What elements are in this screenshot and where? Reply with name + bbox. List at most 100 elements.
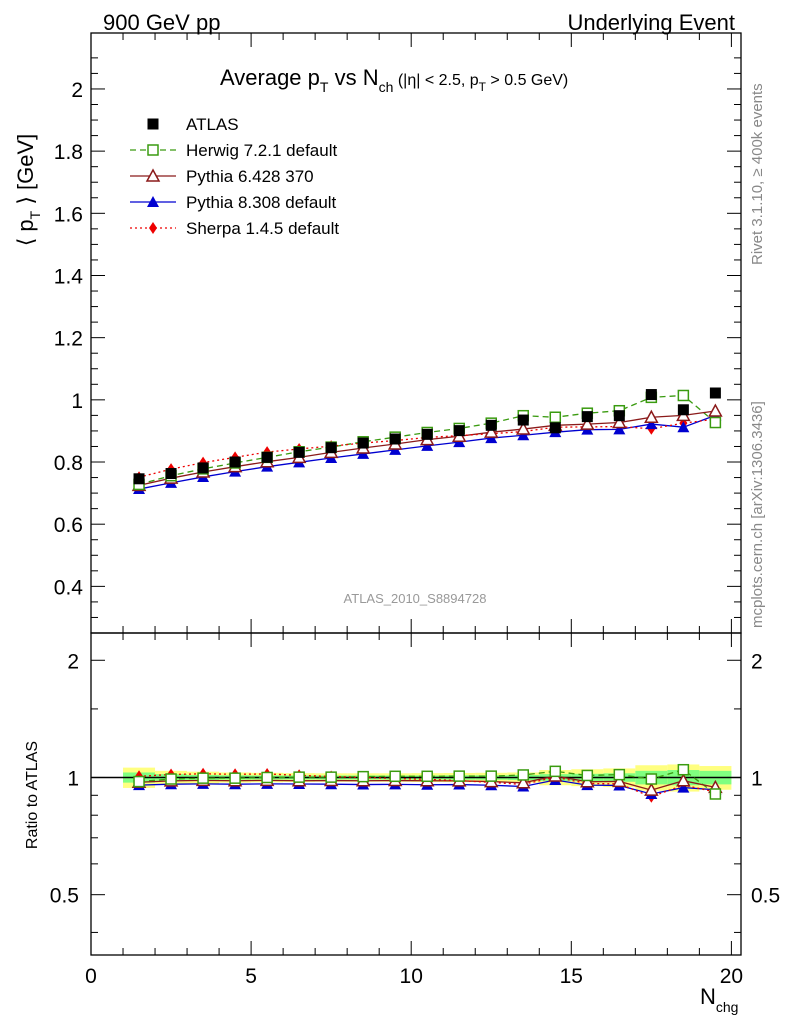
main-series-layer — [131, 387, 723, 495]
main-point-atlas — [613, 410, 625, 422]
ratio-point-herwig-7-2-1-default — [133, 775, 145, 788]
main-point-pythia-8-308-default — [613, 423, 626, 435]
legend-label-atlas: ATLAS — [186, 115, 239, 134]
ratio-y-tick-label: 0.5 — [50, 885, 79, 908]
main-point-atlas — [709, 387, 721, 399]
ratio-y-axis-label: Ratio to ATLAS — [24, 741, 41, 849]
x-tick-label: 5 — [245, 965, 257, 988]
ratio-y-tick-label: 2 — [67, 650, 79, 673]
main-point-atlas — [293, 446, 305, 458]
header-left: 900 GeV pp — [103, 10, 220, 35]
main-point-pythia-6-428-370 — [516, 421, 531, 435]
main-point-atlas — [325, 442, 337, 454]
main-y-tick-label: 1.6 — [54, 203, 83, 226]
main-point-herwig-7-2-1-default — [549, 411, 562, 423]
main-point-atlas — [645, 389, 657, 401]
ratio-point-herwig-7-2-1-default — [517, 769, 530, 781]
analysis-label: ATLAS_2010_S8894728 — [344, 591, 487, 606]
x-tick-label: 10 — [400, 965, 423, 988]
ratio-point-herwig-7-2-1-default — [485, 770, 497, 782]
ratio-point-herwig-7-2-1-default — [613, 768, 626, 781]
main-y-tick-label: 1.4 — [54, 265, 84, 288]
legend-marker-herwig-7-2-1-default — [147, 144, 159, 156]
main-point-atlas — [485, 419, 497, 431]
ratio-point-pythia-6-428-370 — [644, 782, 659, 796]
main-point-pythia-6-428-370 — [708, 403, 723, 417]
ratio-point-herwig-7-2-1-default — [421, 770, 433, 783]
main-point-atlas — [517, 414, 529, 426]
x-tick-label: 20 — [720, 965, 743, 988]
ratio-frame — [90, 632, 742, 956]
ratio-series-layer — [91, 763, 741, 803]
main-y-tick-label: 0.6 — [54, 514, 83, 537]
main-point-atlas — [165, 468, 177, 480]
main-point-atlas — [389, 433, 401, 445]
ratio-point-herwig-7-2-1-default — [197, 772, 209, 784]
ratio-point-pythia-6-428-370 — [580, 774, 595, 788]
axes-layer: 0.40.60.811.21.41.61.820 5 10 15 200.5 0.51 12… — [50, 32, 780, 988]
legend-marker-pythia-6-428-370 — [145, 168, 161, 182]
main-point-pythia-8-308-default — [677, 421, 690, 433]
ratio-y-tick-label: 1 — [67, 767, 79, 790]
ratio-point-herwig-7-2-1-default — [677, 763, 690, 776]
legend-label-pythia-6-428-370: Pythia 6.428 370 — [186, 167, 314, 186]
main-y-tick-label: 1.2 — [54, 328, 83, 351]
y-axis-label: ⟨ pT ⟩ [GeV] — [13, 134, 43, 247]
main-point-atlas — [421, 428, 433, 440]
legend-marker-pythia-8-308-default — [147, 196, 159, 207]
ratio-point-herwig-7-2-1-default — [325, 771, 337, 783]
ratio-point-herwig-7-2-1-default — [261, 771, 273, 784]
legend: ATLAS Herwig 7.2.1 default Pythia 6.428 37… — [130, 115, 339, 238]
ratio-point-herwig-7-2-1-default — [709, 788, 722, 800]
main-point-atlas — [357, 437, 369, 449]
main-point-atlas — [581, 411, 593, 423]
ratio-point-pythia-6-428-370 — [676, 773, 691, 787]
rivet-version-text: Rivet 3.1.10, ≥ 400k events — [749, 83, 766, 265]
legend-label-pythia-8-308-default: Pythia 8.308 default — [186, 193, 337, 212]
main-y-tick-label: 0.8 — [54, 452, 83, 475]
ratio-y-tick-label-right: 1 — [751, 767, 763, 790]
main-y-tick-label: 1 — [71, 390, 83, 413]
ratio-point-herwig-7-2-1-default — [229, 772, 241, 784]
main-point-pythia-8-308-default — [645, 418, 658, 430]
chart-title: Average pT vs Nch (|η| < 2.5, pT > 0.5 G… — [220, 65, 568, 95]
ratio-y-tick-label-right: 0.5 — [751, 885, 780, 908]
legend-label-herwig-7-2-1-default: Herwig 7.2.1 default — [186, 141, 337, 160]
main-point-atlas — [197, 462, 209, 474]
legend-marker-atlas — [147, 118, 159, 130]
main-point-atlas — [229, 456, 241, 468]
main-point-atlas — [677, 404, 689, 416]
header-right: Underlying Event — [567, 10, 735, 35]
main-point-herwig-7-2-1-default — [677, 389, 690, 402]
ratio-point-herwig-7-2-1-default — [165, 773, 177, 785]
main-point-atlas — [453, 425, 465, 437]
ratio-point-herwig-7-2-1-default — [549, 765, 562, 778]
legend-label-sherpa-1-4-5-default: Sherpa 1.4.5 default — [186, 219, 339, 238]
ratio-point-pythia-8-308-default — [677, 781, 690, 793]
main-line-pythia-8-308-default — [138, 414, 716, 490]
ratio-point-herwig-7-2-1-default — [293, 771, 305, 783]
main-point-atlas — [261, 451, 273, 463]
ratio-point-herwig-7-2-1-default — [357, 770, 369, 783]
ratio-point-pythia-6-428-370 — [516, 775, 531, 789]
main-y-tick-label: 2 — [71, 79, 83, 102]
legend-marker-sherpa-1-4-5-default — [149, 222, 157, 234]
ratio-point-herwig-7-2-1-default — [581, 769, 594, 782]
ratio-point-herwig-7-2-1-default — [645, 773, 658, 785]
x-axis-label: Nchg — [700, 984, 738, 1015]
main-point-pythia-6-428-370 — [580, 416, 595, 430]
ratio-y-tick-label-right: 2 — [751, 650, 763, 673]
mcplots-text: mcplots.cern.ch [arXiv:1306.3436] — [749, 401, 766, 628]
main-point-pythia-6-428-370 — [483, 424, 499, 438]
x-tick-label: 15 — [560, 965, 583, 988]
main-point-herwig-7-2-1-default — [709, 416, 722, 429]
ratio-point-herwig-7-2-1-default — [453, 770, 465, 782]
ratio-point-herwig-7-2-1-default — [389, 770, 401, 783]
main-y-tick-label: 1.8 — [54, 141, 83, 164]
x-tick-label: 0 — [85, 965, 97, 988]
main-point-atlas — [549, 422, 561, 434]
main-point-pythia-6-428-370 — [644, 409, 659, 423]
main-point-pythia-6-428-370 — [612, 414, 627, 429]
ratio-point-pythia-6-428-370 — [612, 773, 627, 788]
